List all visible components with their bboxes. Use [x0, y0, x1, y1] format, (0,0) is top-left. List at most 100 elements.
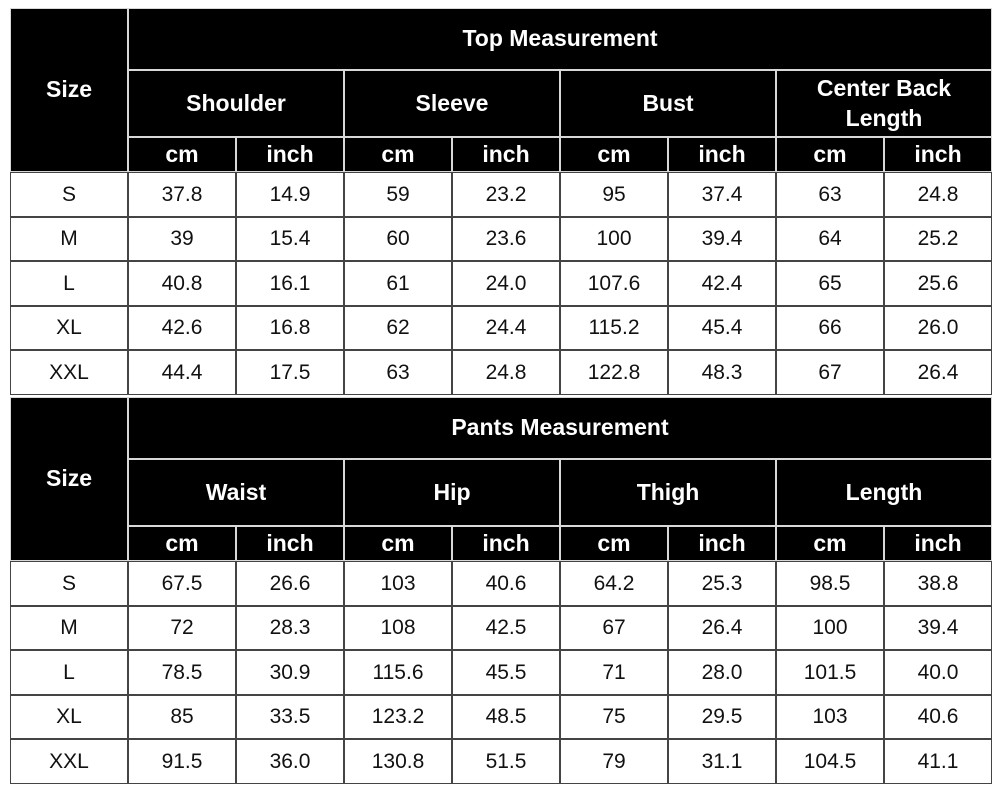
value-cell: 40.0	[884, 650, 992, 695]
value-cell: 42.6	[128, 305, 236, 351]
size-cell: L	[10, 650, 128, 695]
value-cell: 30.9	[236, 650, 344, 695]
value-cell: 14.9	[236, 172, 344, 217]
value-cell: 104.5	[776, 739, 884, 784]
value-cell: 45.4	[668, 305, 776, 351]
size-cell: XL	[10, 694, 128, 740]
value-cell: 41.1	[884, 739, 992, 784]
value-cell: 63	[344, 350, 452, 395]
value-cell: 38.8	[884, 561, 992, 606]
value-cell: 40.6	[884, 694, 992, 740]
value-cell: 28.3	[236, 605, 344, 651]
value-cell: 66	[776, 305, 884, 351]
unit-header: cm	[344, 526, 452, 561]
group-header: Sleeve	[344, 70, 560, 137]
value-cell: 33.5	[236, 694, 344, 740]
value-cell: 37.8	[128, 172, 236, 217]
value-cell: 23.2	[452, 172, 560, 217]
value-cell: 71	[560, 650, 668, 695]
value-cell: 115.2	[560, 305, 668, 351]
unit-header: inch	[668, 137, 776, 172]
value-cell: 42.5	[452, 605, 560, 651]
value-cell: 67.5	[128, 561, 236, 606]
value-cell: 40.8	[128, 261, 236, 306]
value-cell: 103	[776, 694, 884, 740]
value-cell: 29.5	[668, 694, 776, 740]
unit-header: cm	[128, 526, 236, 561]
value-cell: 24.4	[452, 305, 560, 351]
group-header: Hip	[344, 459, 560, 526]
value-cell: 130.8	[344, 739, 452, 784]
unit-header: inch	[884, 526, 992, 561]
size-cell: XL	[10, 305, 128, 351]
value-cell: 107.6	[560, 261, 668, 306]
unit-header: inch	[452, 526, 560, 561]
value-cell: 16.8	[236, 305, 344, 351]
table-title: Pants Measurement	[128, 397, 992, 459]
value-cell: 72	[128, 605, 236, 651]
value-cell: 39.4	[884, 605, 992, 651]
value-cell: 25.6	[884, 261, 992, 306]
value-cell: 39.4	[668, 216, 776, 262]
unit-header: inch	[668, 526, 776, 561]
value-cell: 100	[560, 216, 668, 262]
value-cell: 122.8	[560, 350, 668, 395]
group-header: Shoulder	[128, 70, 344, 137]
value-cell: 24.0	[452, 261, 560, 306]
value-cell: 26.4	[668, 605, 776, 651]
value-cell: 44.4	[128, 350, 236, 395]
unit-header: cm	[344, 137, 452, 172]
value-cell: 26.6	[236, 561, 344, 606]
value-cell: 79	[560, 739, 668, 784]
group-header: Length	[776, 459, 992, 526]
value-cell: 64.2	[560, 561, 668, 606]
unit-header: cm	[128, 137, 236, 172]
value-cell: 25.3	[668, 561, 776, 606]
unit-header: cm	[776, 137, 884, 172]
size-cell: XXL	[10, 350, 128, 395]
size-cell: S	[10, 561, 128, 606]
value-cell: 65	[776, 261, 884, 306]
value-cell: 45.5	[452, 650, 560, 695]
group-header: Waist	[128, 459, 344, 526]
value-cell: 23.6	[452, 216, 560, 262]
size-header: Size	[10, 397, 128, 561]
value-cell: 15.4	[236, 216, 344, 262]
value-cell: 61	[344, 261, 452, 306]
value-cell: 28.0	[668, 650, 776, 695]
value-cell: 40.6	[452, 561, 560, 606]
value-cell: 16.1	[236, 261, 344, 306]
unit-header: inch	[884, 137, 992, 172]
value-cell: 42.4	[668, 261, 776, 306]
value-cell: 26.0	[884, 305, 992, 351]
unit-header: cm	[560, 526, 668, 561]
group-header: Thigh	[560, 459, 776, 526]
value-cell: 25.2	[884, 216, 992, 262]
value-cell: 62	[344, 305, 452, 351]
size-cell: M	[10, 605, 128, 651]
value-cell: 108	[344, 605, 452, 651]
value-cell: 103	[344, 561, 452, 606]
value-cell: 17.5	[236, 350, 344, 395]
value-cell: 51.5	[452, 739, 560, 784]
value-cell: 67	[776, 350, 884, 395]
group-header: Center Back Length	[776, 70, 992, 137]
value-cell: 26.4	[884, 350, 992, 395]
unit-header: inch	[236, 137, 344, 172]
value-cell: 91.5	[128, 739, 236, 784]
size-header: Size	[10, 8, 128, 172]
value-cell: 37.4	[668, 172, 776, 217]
value-cell: 98.5	[776, 561, 884, 606]
value-cell: 100	[776, 605, 884, 651]
value-cell: 64	[776, 216, 884, 262]
value-cell: 36.0	[236, 739, 344, 784]
value-cell: 101.5	[776, 650, 884, 695]
value-cell: 123.2	[344, 694, 452, 740]
value-cell: 75	[560, 694, 668, 740]
value-cell: 31.1	[668, 739, 776, 784]
unit-header: inch	[452, 137, 560, 172]
value-cell: 63	[776, 172, 884, 217]
value-cell: 67	[560, 605, 668, 651]
size-cell: L	[10, 261, 128, 306]
